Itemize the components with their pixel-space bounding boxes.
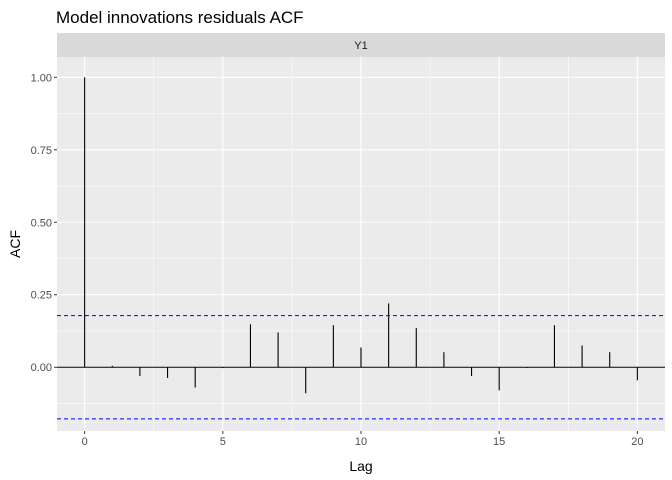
x-tick-label: 15 <box>493 436 505 448</box>
grid-lines <box>57 57 665 431</box>
y-tick-label: 0.75 <box>31 145 52 157</box>
x-tick-label: 0 <box>82 436 88 448</box>
y-axis-title: ACF <box>7 230 23 258</box>
facet-strip <box>57 33 665 57</box>
plot-marks <box>57 77 665 420</box>
x-axis-title: Lag <box>349 458 372 474</box>
axis-ticks: 0 5 10 15 20 0.00 0.25 0.50 0.75 1.00 <box>31 72 644 448</box>
y-tick-label: 0.50 <box>31 217 52 229</box>
x-tick-label: 20 <box>631 436 643 448</box>
facet-strip-label: Y1 <box>354 40 367 52</box>
y-tick-label: 0.25 <box>31 290 52 302</box>
x-tick-label: 10 <box>355 436 367 448</box>
y-tick-label: 0.00 <box>31 362 52 374</box>
y-tick-label: 1.00 <box>31 72 52 84</box>
x-tick-label: 5 <box>220 436 226 448</box>
chart-title: Model innovations residuals ACF <box>56 8 304 27</box>
